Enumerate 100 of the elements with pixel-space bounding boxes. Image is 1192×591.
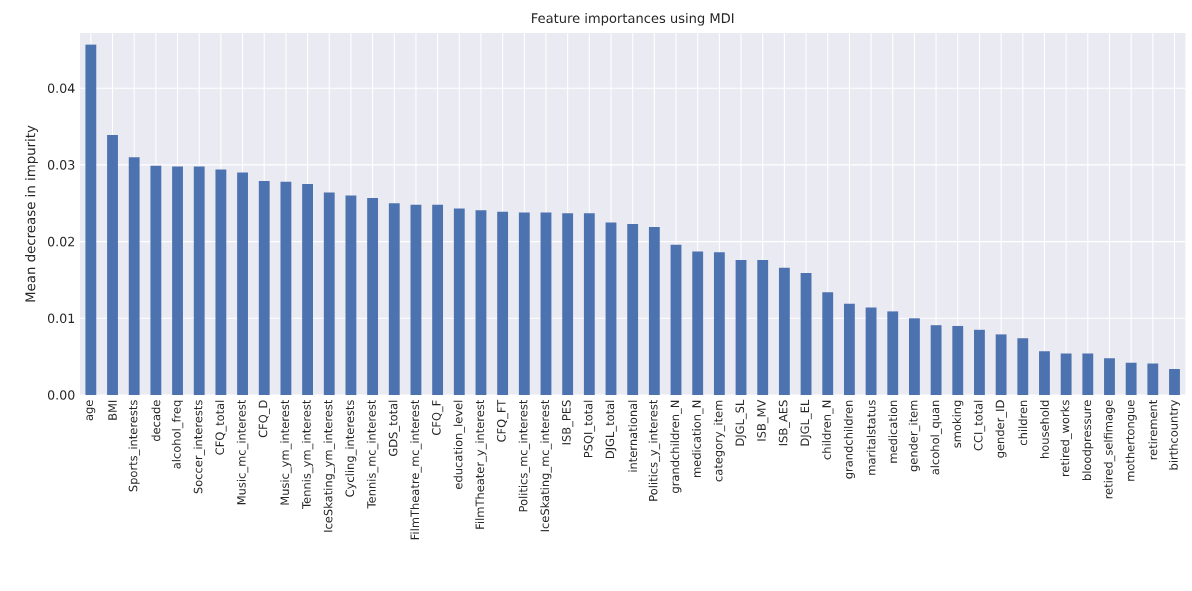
y-tick-label: 0.03 <box>47 160 75 170</box>
y-tick-label: 0.02 <box>47 236 75 247</box>
x-tick-label: alcohol_quan <box>930 400 942 475</box>
bar <box>85 44 97 395</box>
x-tick-label: bloodpressure <box>1082 400 1094 480</box>
bar <box>648 227 660 395</box>
bar <box>822 292 834 395</box>
x-tick-label: children <box>1018 400 1028 446</box>
x-tick-label: BMI <box>108 400 117 420</box>
x-tick-label: DJGL_EL <box>800 399 812 446</box>
bar <box>952 325 964 395</box>
bar <box>453 208 465 395</box>
x-tick-label: CCI_total <box>973 400 986 451</box>
x-tick-label: maritalstatus <box>866 400 876 475</box>
x-tick-label: age <box>86 400 96 421</box>
bar <box>258 181 270 395</box>
bar <box>367 197 379 395</box>
bar <box>345 195 357 395</box>
x-tick-label: birthcountry <box>1168 400 1181 470</box>
x-tick-label: grandchildren_N <box>670 400 682 493</box>
x-tick-label: GDS_total <box>388 400 400 456</box>
x-tick-label: medication <box>888 400 898 463</box>
bar <box>1104 358 1115 395</box>
bar <box>540 212 552 395</box>
bar <box>1125 362 1137 395</box>
x-tick-label: retired_selfimage <box>1103 400 1116 499</box>
bar <box>1060 353 1072 395</box>
bar <box>713 252 725 395</box>
x-tick-label: Music_ym_interest <box>280 399 292 505</box>
bar <box>172 166 183 395</box>
bar <box>150 165 162 395</box>
bar <box>1039 351 1050 395</box>
x-tick-label: IceSkating_mc_interest <box>540 399 552 532</box>
bar <box>1169 368 1180 395</box>
x-tick-label: PSQI_total <box>583 400 596 458</box>
bar <box>475 210 487 395</box>
x-tick-label: DJGL_total <box>605 400 617 459</box>
bar <box>778 267 790 395</box>
chart-title: Feature importances using MDI <box>532 12 734 26</box>
bar <box>1147 363 1159 395</box>
x-tick-label: category_item <box>713 400 726 482</box>
x-tick-label: CFQ_total <box>215 400 227 455</box>
bar <box>562 213 574 395</box>
y-tick-label: 0.04 <box>47 83 75 94</box>
y-tick-label: 0.00 <box>47 390 75 400</box>
x-tick-label: Sports_interests <box>128 400 140 492</box>
x-tick-label: CFQ_D <box>258 400 270 438</box>
bar <box>995 334 1007 395</box>
x-tick-label: Politics_mc_interest <box>518 399 531 512</box>
x-tick-label: grandchildren <box>843 400 855 479</box>
x-tick-label: FilmTheater_y_interest <box>475 399 487 529</box>
bar <box>930 325 942 395</box>
bar <box>800 273 812 395</box>
x-tick-label: ISB_MV <box>757 399 769 441</box>
x-tick-label: gender_ID <box>995 400 1007 458</box>
x-tick-label: Soccer_interests <box>193 400 205 494</box>
bar <box>432 204 444 395</box>
bar <box>887 311 899 395</box>
x-tick-label: retired_works <box>1060 400 1072 477</box>
x-tick-label: DJGL_SL <box>735 399 747 446</box>
bar <box>388 203 400 395</box>
x-tick-label: Tennis_mc_interest <box>366 399 379 509</box>
bar <box>518 212 530 395</box>
x-tick-label: decade <box>151 400 161 442</box>
bar <box>605 222 617 395</box>
bar <box>735 260 747 395</box>
bar <box>843 303 855 395</box>
bar <box>128 157 140 395</box>
x-tick-label: education_level <box>453 400 465 489</box>
x-tick-label: children_N <box>822 400 834 460</box>
x-tick-label: ISB_PES <box>562 400 574 445</box>
bar <box>323 192 335 395</box>
x-tick-label: Music_mc_interest <box>236 399 249 505</box>
bar <box>974 329 985 395</box>
x-tick-label: IceSkating_ym_interest <box>323 399 335 532</box>
x-tick-label: CFQ_FT <box>497 399 509 442</box>
bar <box>410 204 422 395</box>
x-tick-label: Politics_y_interest <box>648 399 661 501</box>
x-tick-label: alcohol_freq <box>171 400 184 469</box>
bar <box>280 181 292 395</box>
bar <box>583 213 595 395</box>
bar <box>692 251 704 395</box>
x-tick-label: international <box>628 400 638 472</box>
bar <box>237 172 248 395</box>
x-tick-label: ISB_AES <box>778 400 790 446</box>
bar <box>670 244 682 395</box>
x-tick-label: medication_N <box>692 400 704 477</box>
x-tick-label: mothertongue <box>1125 400 1137 481</box>
x-tick-label: Cycling_interests <box>345 400 357 497</box>
bar <box>107 134 118 395</box>
bar <box>302 184 313 395</box>
x-tick-label: gender_item <box>908 400 921 472</box>
bar <box>193 166 205 395</box>
bar <box>1017 338 1029 395</box>
bar <box>215 169 227 395</box>
x-tick-label: retirement <box>1148 399 1158 460</box>
bar <box>865 307 877 395</box>
x-tick-label: Tennis_ym_interest <box>301 399 314 509</box>
bar <box>1082 353 1094 395</box>
bar <box>497 211 509 395</box>
